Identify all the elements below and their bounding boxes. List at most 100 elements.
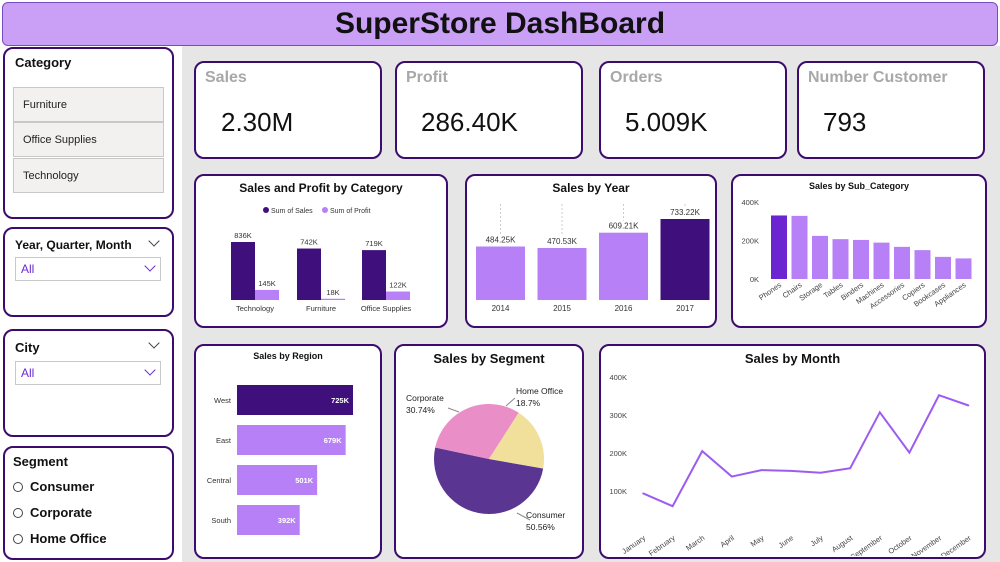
legend-marker bbox=[322, 207, 328, 213]
chart-card-segment[interactable]: Sales by Segment Consumer 50.56% Corporate… bbox=[394, 344, 584, 559]
year-slicer: Year, Quarter, Month All bbox=[3, 227, 174, 317]
kpi-card-customers: Number Customer 793 bbox=[797, 61, 985, 159]
x-tick-label: Phones bbox=[757, 280, 783, 302]
kpi-value: 5.009K bbox=[625, 107, 708, 137]
data-point bbox=[642, 492, 644, 495]
chart-card-subcategory[interactable]: Sales by Sub_Category 0K 200K 400K Phones Ch… bbox=[731, 174, 987, 328]
segment-option-corporate[interactable]: Corporate bbox=[13, 505, 92, 520]
data-label: 733.22K bbox=[670, 208, 700, 217]
segment-option-consumer[interactable]: Consumer bbox=[13, 479, 94, 494]
chart-card-category[interactable]: Sales and Profit by Category Sum of Sale… bbox=[194, 174, 448, 328]
pie-slice bbox=[489, 412, 544, 469]
chart-title: Sales and Profit by Category bbox=[239, 181, 403, 195]
chart-title: Sales by Year bbox=[552, 181, 630, 195]
bar bbox=[832, 239, 849, 279]
subcategory-chart: 0K200K400KPhonesChairsStorageTablesBinde… bbox=[741, 198, 972, 311]
x-tick-label: December bbox=[939, 533, 973, 556]
bar bbox=[255, 289, 279, 300]
data-label: 392K bbox=[278, 516, 297, 525]
data-point bbox=[849, 467, 851, 469]
category-item-furniture[interactable]: Furniture bbox=[13, 87, 164, 122]
category-chart: Sum of Sales Sum of Profit 836K 145K Technol… bbox=[231, 207, 412, 313]
bar bbox=[660, 219, 710, 300]
chevron-down-icon[interactable] bbox=[148, 235, 160, 247]
slice-name-label: Consumer bbox=[526, 510, 565, 520]
category-item-office-supplies[interactable]: Office Supplies bbox=[13, 122, 164, 157]
bar bbox=[894, 246, 910, 279]
segment-option-label: Home Office bbox=[30, 531, 107, 546]
slice-percent-label: 18.7% bbox=[516, 398, 541, 408]
bar bbox=[476, 246, 525, 300]
bar bbox=[853, 239, 869, 279]
segment-chart: Consumer 50.56% Corporate 30.74% Home Office… bbox=[406, 386, 565, 532]
bar bbox=[362, 250, 386, 300]
slice-percent-label: 30.74% bbox=[406, 405, 435, 415]
x-tick-label: Office Supplies bbox=[361, 304, 412, 313]
kpi-value: 286.40K bbox=[421, 107, 518, 137]
x-tick-label: 2016 bbox=[615, 304, 633, 313]
legend-marker bbox=[263, 207, 269, 213]
kpi-label: Number Customer bbox=[808, 69, 948, 86]
chart-title: Sales by Segment bbox=[433, 351, 545, 366]
bar bbox=[237, 425, 346, 455]
data-label: 742K bbox=[300, 238, 318, 247]
x-tick-label: August bbox=[830, 533, 855, 554]
y-tick-label: 400K bbox=[609, 373, 627, 382]
x-tick-label: June bbox=[777, 533, 795, 550]
data-label: 122K bbox=[389, 281, 407, 290]
y-tick-label: Central bbox=[207, 476, 232, 485]
x-tick-label: 2014 bbox=[492, 304, 510, 313]
leader-line bbox=[505, 397, 516, 407]
data-point bbox=[908, 451, 911, 454]
chart-card-region[interactable]: Sales by Region West 725K East 679K Central 5… bbox=[194, 344, 382, 559]
data-point bbox=[938, 394, 940, 397]
bar bbox=[297, 248, 321, 300]
y-tick-label: West bbox=[214, 396, 232, 405]
radio-icon[interactable] bbox=[13, 533, 23, 544]
x-tick-label: March bbox=[684, 533, 706, 552]
series-line bbox=[642, 394, 969, 508]
bar bbox=[771, 215, 787, 279]
slice-percent-label: 50.56% bbox=[526, 522, 555, 532]
category-slicer-title: Category bbox=[15, 55, 72, 70]
kpi-card-sales: Sales 2.30M bbox=[194, 61, 382, 159]
year-dropdown[interactable]: All bbox=[15, 257, 161, 281]
kpi-value: 793 bbox=[823, 107, 867, 137]
segment-option-label: Corporate bbox=[30, 505, 93, 520]
city-dropdown[interactable]: All bbox=[15, 361, 161, 385]
city-slicer: City All bbox=[3, 329, 174, 437]
kpi-value: 2.30M bbox=[221, 107, 294, 137]
data-label: 145K bbox=[258, 279, 276, 288]
data-point bbox=[967, 404, 970, 407]
bar bbox=[237, 385, 353, 415]
bar bbox=[955, 258, 972, 279]
category-item-technology[interactable]: Technology bbox=[13, 158, 164, 193]
dashboard-title: SuperStore DashBoard bbox=[2, 2, 998, 46]
pie-slice bbox=[434, 447, 544, 514]
segment-option-home-office[interactable]: Home Office bbox=[13, 531, 107, 546]
chart-card-year[interactable]: Sales by Year 484.25K 2014 470.53K 2015 609.… bbox=[465, 174, 717, 328]
segment-slicer-title: Segment bbox=[13, 454, 68, 469]
kpi-label: Orders bbox=[610, 69, 663, 86]
x-tick-label: 2015 bbox=[553, 304, 571, 313]
data-label: 18K bbox=[326, 288, 339, 297]
leader-line bbox=[516, 512, 531, 521]
chevron-down-icon[interactable] bbox=[148, 337, 160, 349]
segment-option-label: Consumer bbox=[30, 479, 95, 494]
chart-card-month[interactable]: Sales by Month 100K 200K 300K 400K January Fe… bbox=[599, 344, 986, 559]
kpi-card-profit: Profit 286.40K bbox=[395, 61, 583, 159]
x-tick-label: April bbox=[718, 533, 736, 549]
data-label: 725K bbox=[331, 396, 350, 405]
bar bbox=[873, 242, 890, 279]
bar bbox=[812, 235, 828, 279]
y-tick-label: 200K bbox=[609, 449, 627, 458]
bar bbox=[914, 250, 931, 279]
chart-title: Sales by Region bbox=[253, 351, 323, 361]
y-tick-label: 200K bbox=[741, 237, 759, 246]
data-label: 679K bbox=[324, 436, 343, 445]
data-point bbox=[731, 475, 733, 478]
segment-slicer: Segment Consumer Corporate Home Office bbox=[3, 446, 174, 560]
radio-icon[interactable] bbox=[13, 481, 23, 492]
radio-icon[interactable] bbox=[13, 507, 23, 518]
legend-label: Sum of Profit bbox=[330, 208, 371, 215]
